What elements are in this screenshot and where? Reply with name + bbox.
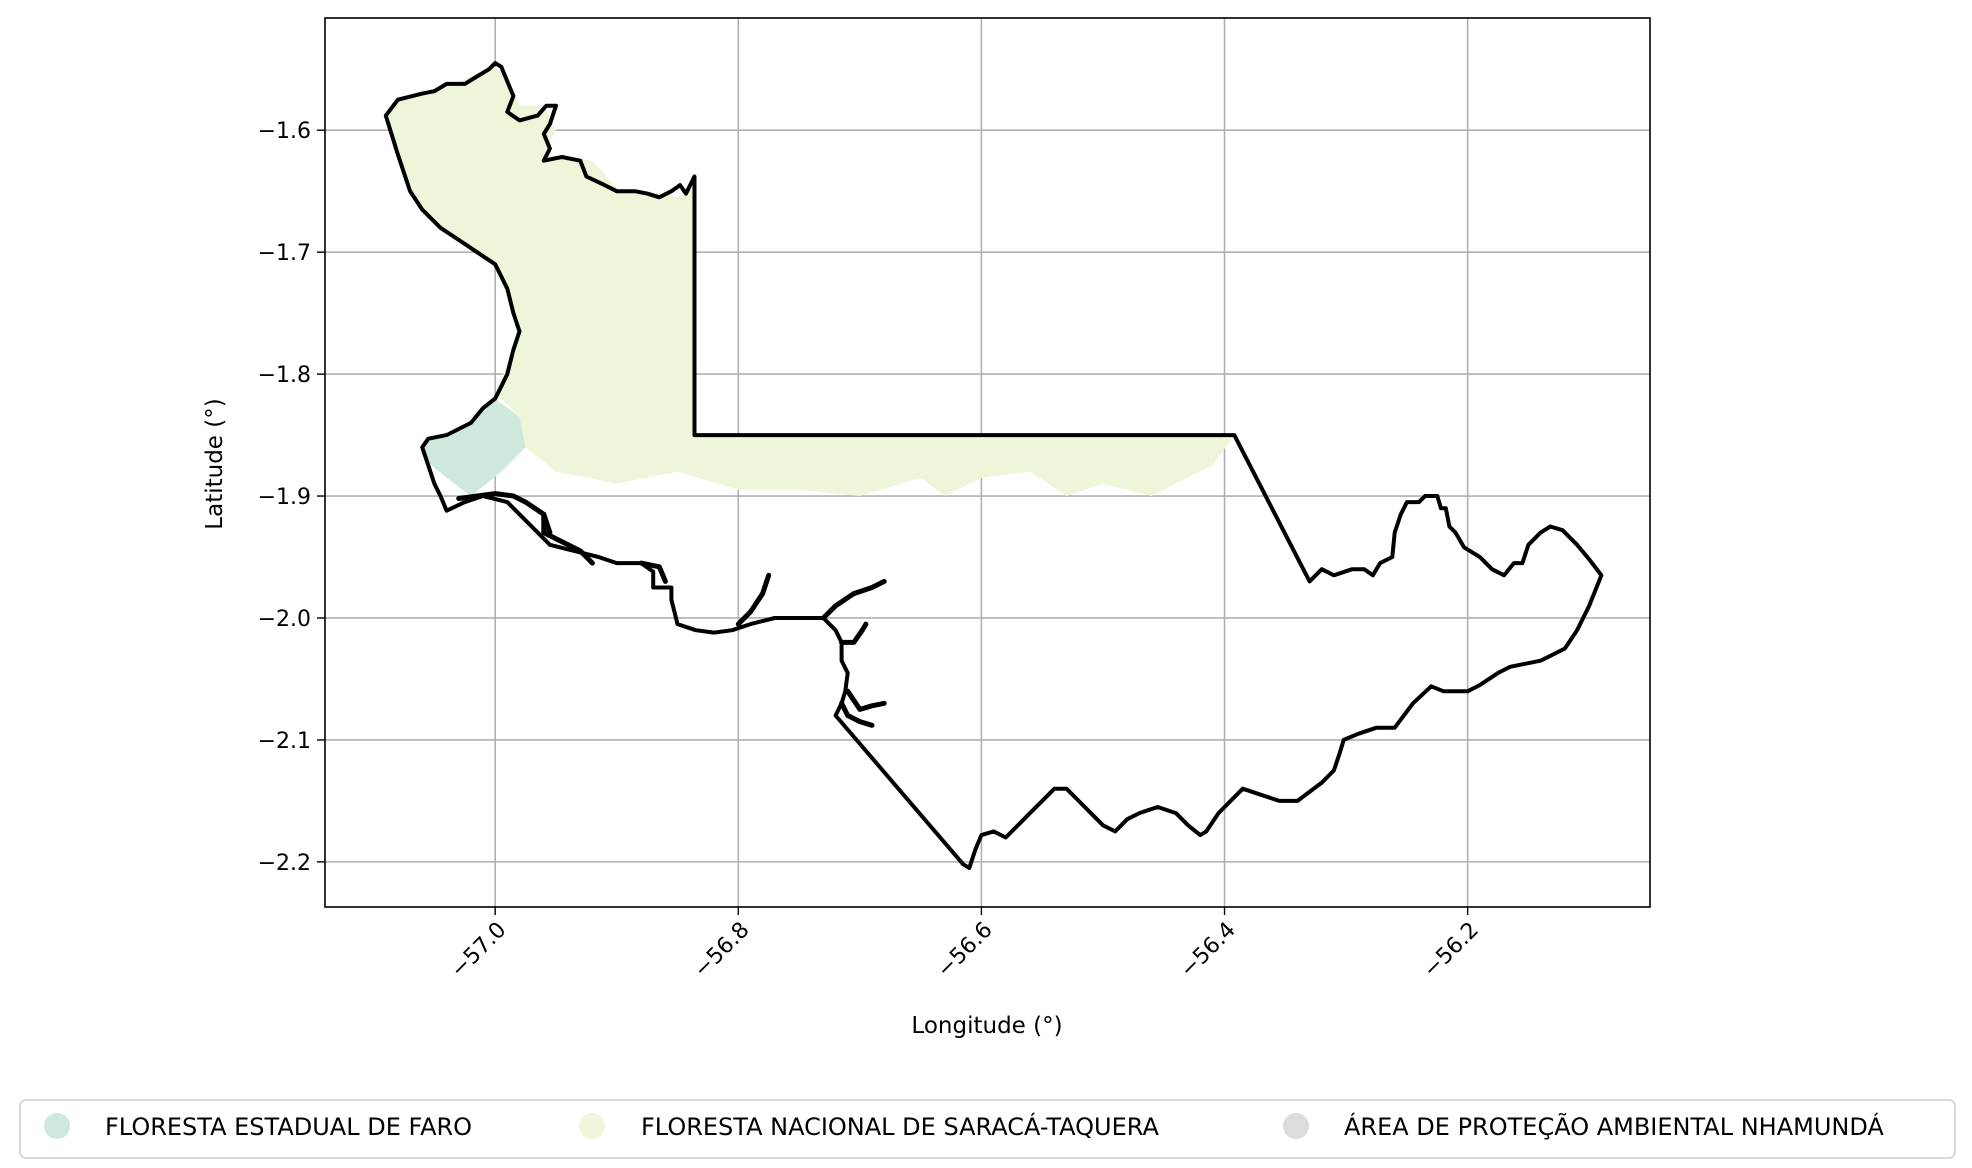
legend-label-faro: FLORESTA ESTADUAL DE FARO: [105, 1113, 472, 1141]
boundary-creek: [845, 688, 887, 712]
y-axis-label: Latitude (°): [202, 398, 228, 529]
boundary-creek: [839, 700, 875, 728]
boundary-creek: [820, 578, 887, 621]
boundary-nhamunda: [383, 61, 1604, 870]
y-tick-label: −1.8: [258, 363, 311, 388]
boundary-creek: [541, 511, 595, 566]
area-saraca-taquera: [385, 66, 1235, 497]
legend-label-saraca-taquera: FLORESTA NACIONAL DE SARACÁ-TAQUERA: [641, 1112, 1159, 1141]
legend-marker-faro: [44, 1113, 70, 1139]
boundary-creek: [735, 572, 772, 627]
legend-label-nhamunda: ÁREA DE PROTEÇÃO AMBIENTAL NHAMUNDÁ: [1344, 1111, 1884, 1141]
legend-marker-saraca-taquera: [579, 1113, 605, 1139]
y-tick-label: −2.0: [258, 607, 311, 632]
boundary-creek: [638, 560, 668, 584]
y-tick-label: −2.2: [258, 851, 311, 876]
boundary-outlines: [383, 61, 1604, 870]
legend-frame: [19, 1099, 1956, 1159]
plot-frame: [324, 17, 1651, 908]
protected-areas: [385, 66, 1235, 497]
boundary-creek: [839, 621, 869, 645]
legend-marker-nhamunda: [1283, 1113, 1309, 1139]
y-tick-label: −1.9: [258, 485, 311, 510]
legend: FLORESTA ESTADUAL DE FARO FLORESTA NACIO…: [19, 1099, 1956, 1159]
y-tick-label: −1.7: [258, 241, 311, 266]
x-axis-label: Longitude (°): [911, 1013, 1062, 1039]
y-tick-label: −2.1: [258, 729, 311, 754]
y-axis-ticks: −1.6 −1.7 −1.8 −1.9 −2.0 −2.1 −2.2: [258, 119, 325, 876]
area-faro: [424, 398, 526, 496]
y-tick-label: −1.6: [258, 119, 311, 144]
